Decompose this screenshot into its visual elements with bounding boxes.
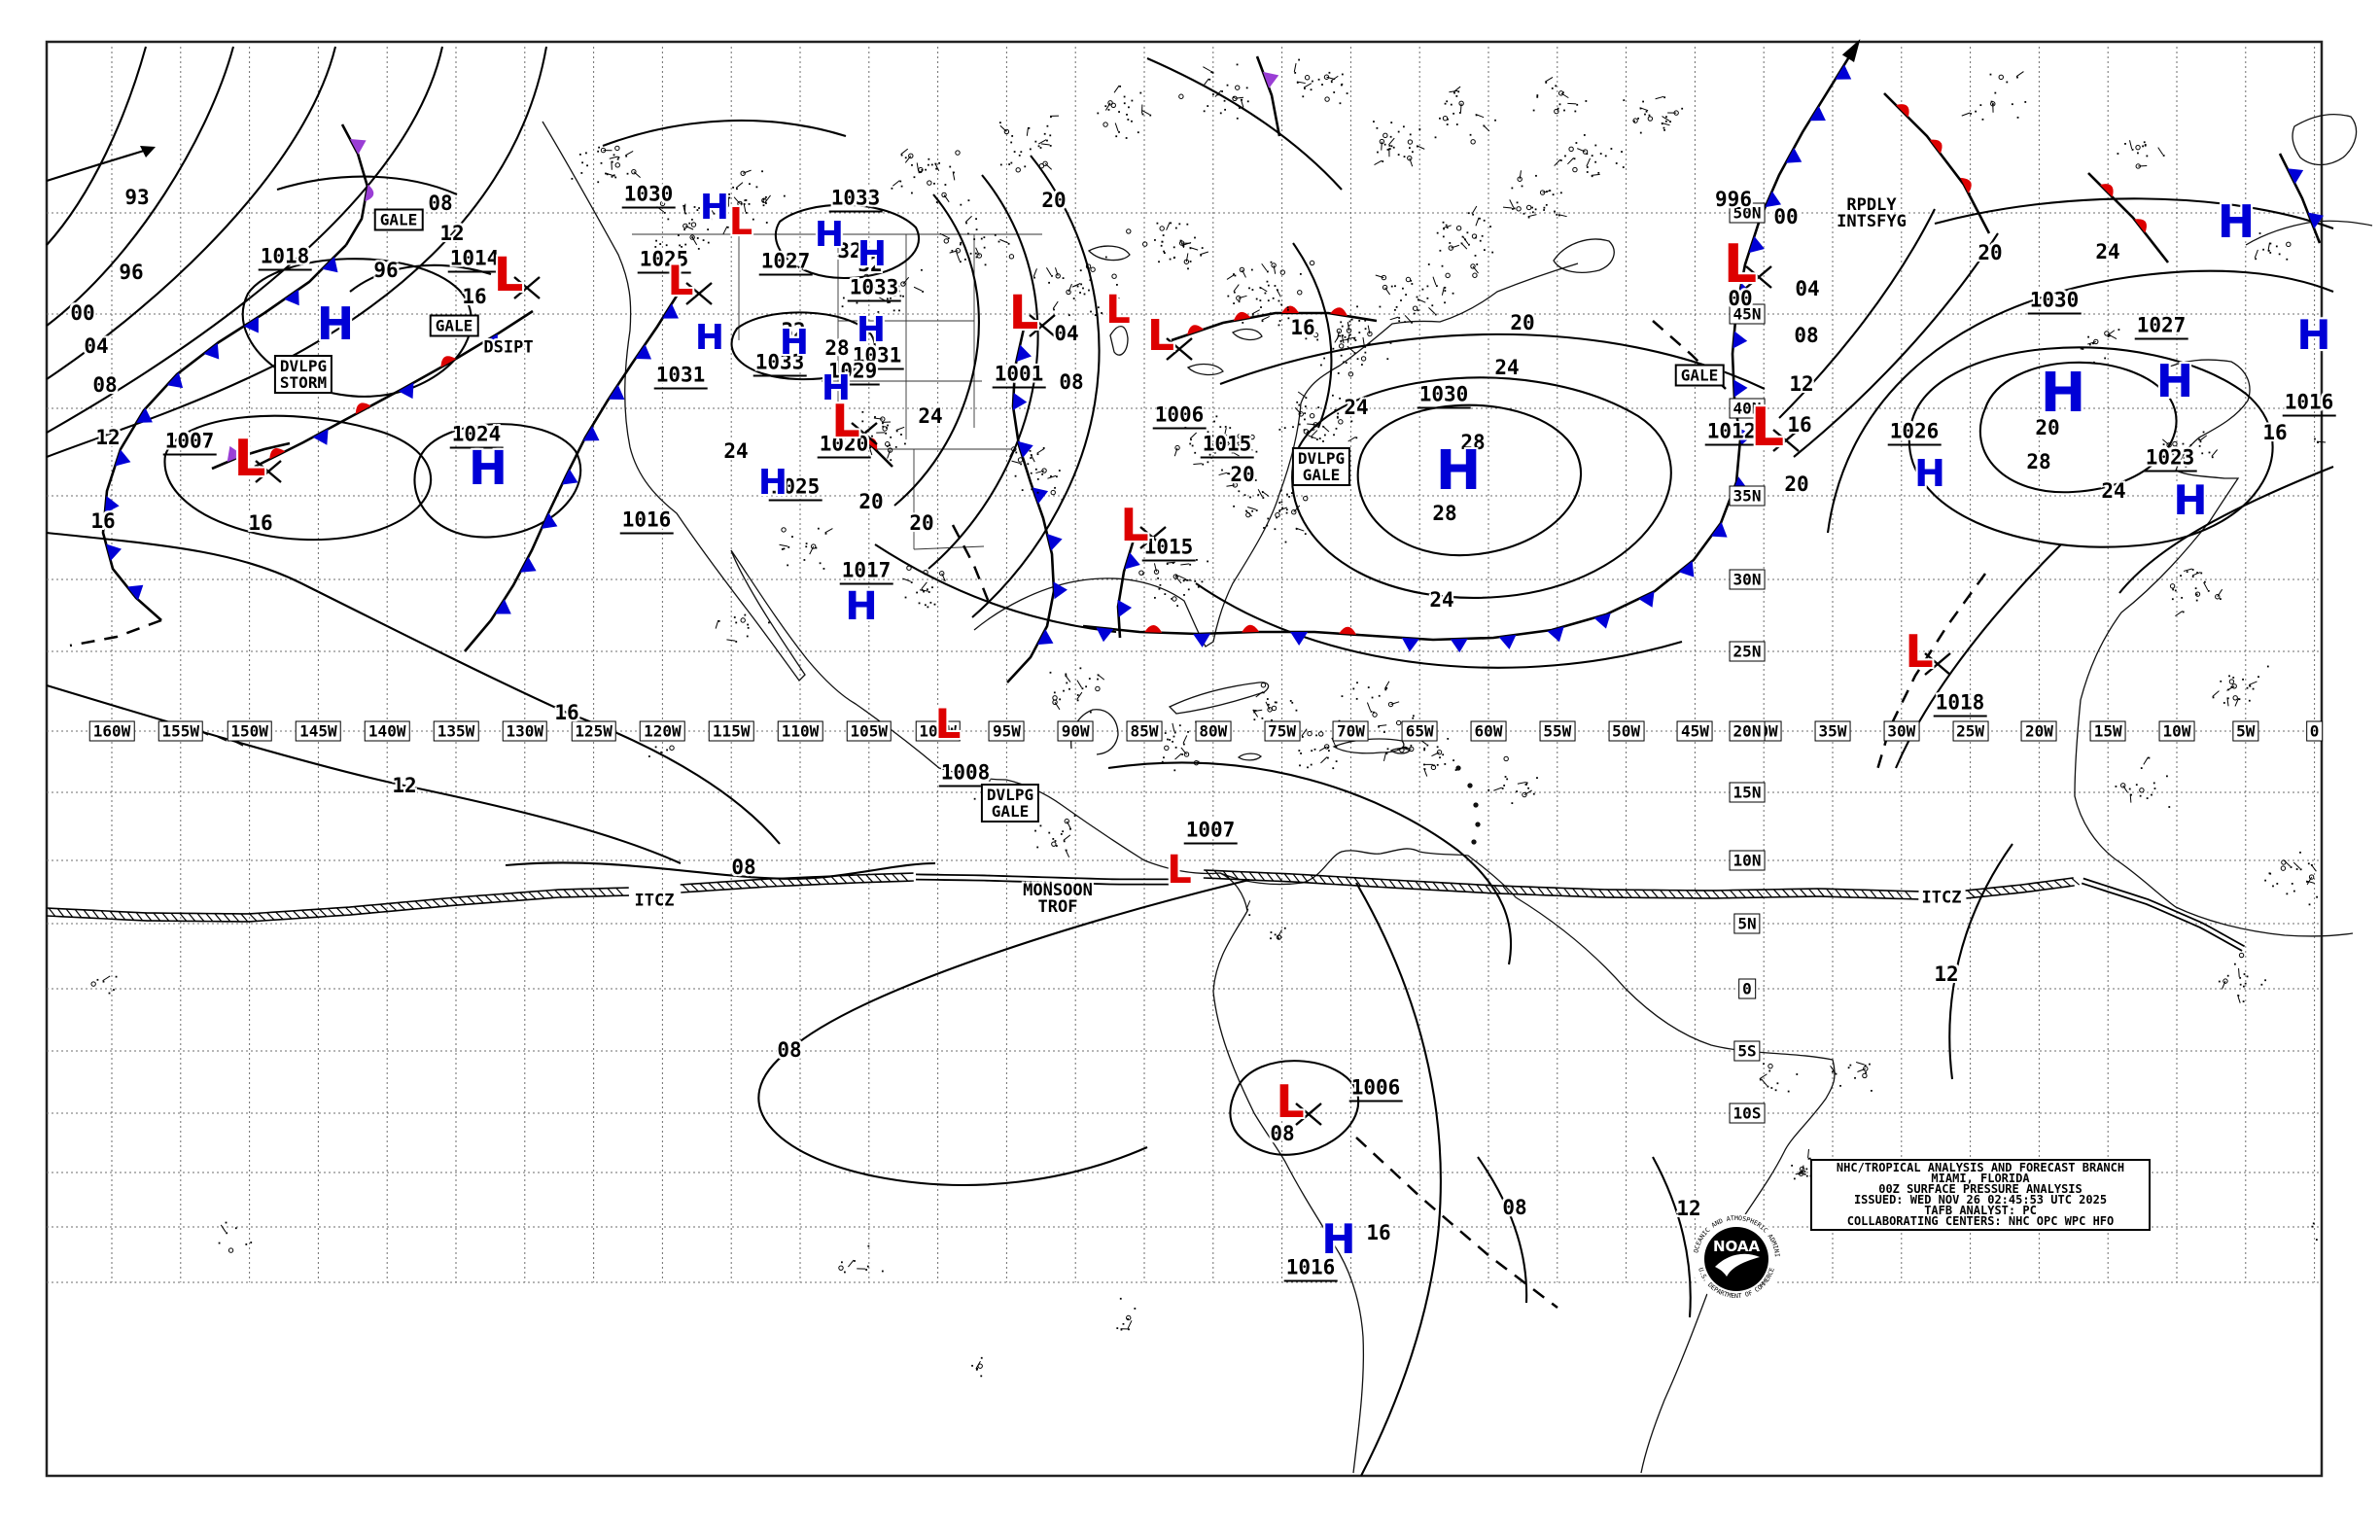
title-line-city: MIAMI, FLORIDA	[1931, 1172, 2030, 1185]
title-line-centers: COLLABORATING CENTERS: NHC OPC WPC HFO	[1846, 1214, 2115, 1228]
title-line-issued: ISSUED: WED NOV 26 02:45:53 UTC 2025	[1853, 1193, 2108, 1207]
station-plot-texture	[90, 58, 2327, 1378]
fronts	[46, 39, 2324, 683]
itcz-band	[46, 869, 2246, 952]
borders	[632, 233, 1042, 550]
title-line-product: 00Z SURFACE PRESSURE ANALYSIS	[1878, 1182, 2082, 1196]
title-block: NHC/TROPICAL ANALYSIS AND FORECAST BRANC…	[1810, 1159, 2151, 1231]
noaa-logo: NATIONAL OCEANIC AND ATMOSPHERIC ADMINIS…	[0, 0, 1781, 1301]
title-line-branch: NHC/TROPICAL ANALYSIS AND FORECAST BRANC…	[1836, 1161, 2125, 1174]
low-center-cross-marks	[255, 265, 1951, 1126]
svg-text:NATIONAL OCEANIC AND ATMOSPHER: NATIONAL OCEANIC AND ATMOSPHERIC ADMINIS…	[0, 0, 1781, 1257]
svg-text:NOAA: NOAA	[1713, 1238, 1761, 1255]
isobars	[46, 46, 2334, 1477]
coastlines	[184, 114, 2373, 1474]
title-line-analyst: TAFB ANALYST: PC	[1924, 1204, 2037, 1217]
trough-lines	[69, 320, 1987, 1309]
